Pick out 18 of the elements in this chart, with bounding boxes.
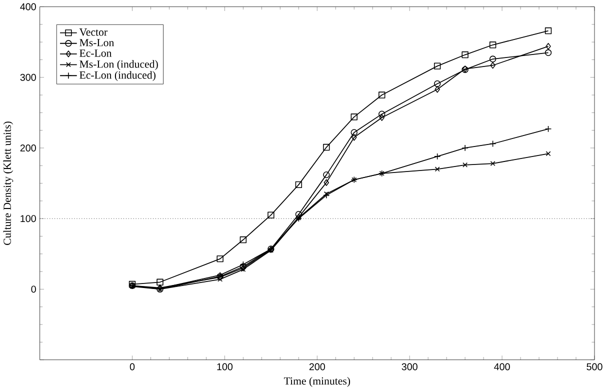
legend-label: Vector (79, 28, 108, 36)
x-tick-label: 0 (130, 363, 135, 370)
x-axis-title: Time (minutes) (284, 376, 350, 387)
y-tick-label: 0 (31, 286, 36, 293)
x-tick-label: 100 (217, 363, 233, 370)
y-tick-label: 400 (20, 3, 36, 10)
x-tick-label: 500 (586, 363, 602, 370)
legend-label: Ms-Lon (induced) (80, 60, 158, 70)
x-tick-label: 300 (402, 363, 418, 370)
x-tick-label: 400 (494, 363, 510, 370)
y-tick-label: 300 (20, 74, 36, 81)
legend-label: Ec-Lon (80, 50, 112, 57)
y-tick-label: 100 (20, 215, 36, 222)
x-tick-label: 200 (309, 363, 325, 370)
legend-label: Ms-Lon (80, 39, 114, 46)
y-axis-title: Culture Density (Klett units) (3, 122, 14, 245)
y-tick-label: 200 (20, 144, 36, 152)
legend-label: Ec-Lon (induced) (80, 71, 156, 81)
